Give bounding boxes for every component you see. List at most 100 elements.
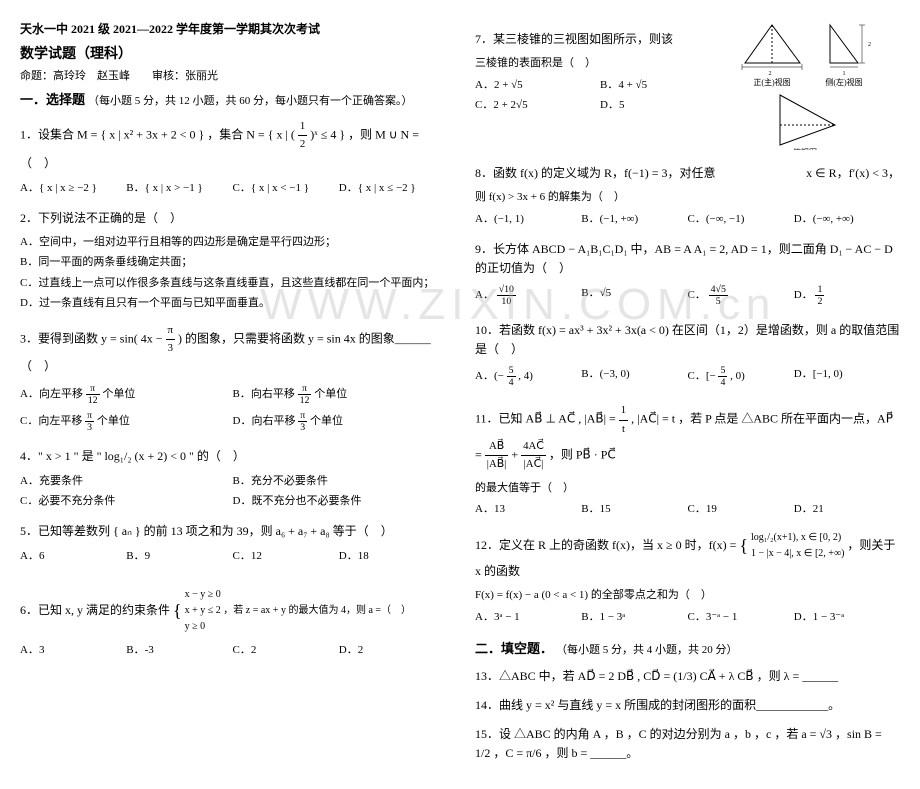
q4-stem: 4．" x > 1 " 是 " log₁/₂ (x + 2) < 0 " 的（ … xyxy=(20,447,445,466)
q7-options: A．2 + √5 B．4 + √5 C．2 + 2√5 D．5 xyxy=(475,76,725,116)
q10-c-frac: 54 xyxy=(718,365,727,388)
q3-d-frac: π3 xyxy=(298,410,307,433)
q1-frac-den: 2 xyxy=(298,136,307,153)
q3-c-pre: C．向左平移 xyxy=(20,415,85,427)
q5-opt-b: B．9 xyxy=(126,547,232,563)
q11-stem2: 的最大值等于（ ） xyxy=(475,480,900,497)
subject-title: 数学试题（理科） xyxy=(20,43,445,63)
q11-f1-den: t xyxy=(619,421,628,438)
q11-opt-d: D．21 xyxy=(794,500,900,516)
q11-stem: 11．已知 AB⃗ ⊥ AC⃗ , |AB⃗| = 1t , |AC⃗| = t… xyxy=(475,402,900,473)
q1-opt-c: C．{ x | x < −1 } xyxy=(233,179,339,195)
q12-stem2: F(x) = f(x) − a (0 < a < 1) 的全部零点之和为（ ） xyxy=(475,587,900,604)
q9-d-pre: D． xyxy=(794,289,813,301)
q3-d-post: 个单位 xyxy=(310,415,343,427)
q7-opt-a: A．2 + √5 xyxy=(475,76,600,92)
q7-opt-b: B．4 + √5 xyxy=(600,76,725,92)
brace-icon: { xyxy=(173,601,182,621)
q9-a-frac: √1010 xyxy=(497,284,516,307)
q3-c-frac: π3 xyxy=(85,410,94,433)
q8-opt-d: D．(−∞, +∞) xyxy=(794,210,900,226)
q10-opt-a: A．(− 54 , 4) xyxy=(475,365,581,388)
q3-opt-d: D．向右平移 π3 个单位 xyxy=(233,410,446,433)
q5-opt-a: A．6 xyxy=(20,547,126,563)
school-header: 天水一中 2021 级 2021—2022 学年度第一学期其次次考试 xyxy=(20,20,445,37)
q10-opt-d: D．[−1, 0) xyxy=(794,365,900,388)
q3-c-post: 个单位 xyxy=(97,415,130,427)
q10-c-num: 5 xyxy=(718,365,727,377)
q3-a-den: 12 xyxy=(86,395,100,406)
q8-opt-c: C．(−∞, −1) xyxy=(688,210,794,226)
q2-c: C．过直线上一点可以作很多条直线与这条直线垂直，且这些直线都在同一个平面内； xyxy=(20,275,445,292)
three-view-diagram: 2 正(主)视图 2 1 侧(左)视图 xyxy=(740,20,900,150)
q10-c-pre: C．[− xyxy=(688,370,716,382)
q9-d-den: 2 xyxy=(815,296,824,307)
q9-c-pre: C． xyxy=(688,289,706,301)
q12-stem: 12．定义在 R 上的奇函数 f(x)，当 x ≥ 0 时，f(x) = { l… xyxy=(475,530,900,581)
q1-frac-num: 1 xyxy=(298,118,307,136)
q3-b-post: 个单位 xyxy=(314,388,347,400)
right-column: 2 正(主)视图 2 1 侧(左)视图 xyxy=(475,20,900,769)
q10-a-num: 5 xyxy=(507,365,516,377)
q11-tail: ，则 PB⃗ · PC⃗ xyxy=(549,447,616,461)
q3-d-pre: D．向右平移 xyxy=(233,415,299,427)
q6-opt-c: C．2 xyxy=(233,641,339,657)
q6-c1: x − y ≥ 0 xyxy=(185,587,411,603)
q12-opt-d: D．1 − 3⁻ᵃ xyxy=(794,608,900,624)
q9-opt-a: A． √1010 xyxy=(475,284,581,307)
q15-stem: 15．设 △ABC 的内角 A ，B ，C 的对边分别为 a ，b ，c ，若 … xyxy=(475,725,900,763)
q3-b-num: π xyxy=(298,383,312,395)
q12-opt-b: B．1 − 3ᵃ xyxy=(581,608,687,624)
q3-a-post: 个单位 xyxy=(102,388,135,400)
q3-frac-den: 3 xyxy=(166,340,175,357)
q10-a-frac: 54 xyxy=(507,365,516,388)
q3-c-den: 3 xyxy=(85,422,94,433)
q9-a-den: 10 xyxy=(497,296,516,307)
q9-a-pre: A． xyxy=(475,289,494,301)
q3-stem: 3．要得到函数 y = sin( 4x − π3 ) 的图象，只需要将函数 y … xyxy=(20,322,445,377)
q5-options: A．6 B．9 C．12 D．18 xyxy=(20,547,445,567)
q9-c-frac: 4√55 xyxy=(709,284,728,307)
q6-options: A．3 B．-3 C．2 D．2 xyxy=(20,641,445,661)
q3-options: A．向左平移 π12 个单位 B．向右平移 π12 个单位 C．向左平移 π3 … xyxy=(20,383,445,437)
q5-stem: 5．已知等差数列 { aₙ } 的前 13 项之和为 39，则 a₆ + a₇ … xyxy=(20,522,445,541)
q8-options: A．(−1, 1) B．(−1, +∞) C．(−∞, −1) D．(−∞, +… xyxy=(475,210,900,230)
q7-diagram: 2 正(主)视图 2 1 侧(左)视图 xyxy=(740,20,900,154)
left-column: 天水一中 2021 级 2021—2022 学年度第一学期其次次考试 数学试题（… xyxy=(20,20,445,769)
q1-frac: 12 xyxy=(298,118,307,154)
q12-opt-a: A．3ᵃ − 1 xyxy=(475,608,581,624)
q11-frac2: AB⃗|AB⃗| xyxy=(485,438,509,474)
q11-f3-num: 4AC⃗ xyxy=(521,438,546,456)
q2-d: D．过一条直线有且只有一个平面与已知平面垂直。 xyxy=(20,295,445,312)
authors-line: 命题：高玲玲 赵玉峰 审核：张丽光 xyxy=(20,67,445,83)
q5-opt-c: C．12 xyxy=(233,547,339,563)
q8-stem1: 8．函数 f(x) 的定义域为 R，f(−1) = 3，对任意 xyxy=(475,166,716,180)
q4-opt-d: D．既不充分也不必要条件 xyxy=(233,492,446,508)
q7-opt-d: D．5 xyxy=(600,96,725,112)
q3-b-pre: B．向右平移 xyxy=(233,388,298,400)
q3-opt-c: C．向左平移 π3 个单位 xyxy=(20,410,233,433)
q3-d-num: π xyxy=(298,410,307,422)
q12-pre: 12．定义在 R 上的奇函数 f(x)，当 x ≥ 0 时，f(x) = xyxy=(475,538,739,552)
q9-stem: 9．长方体 ABCD − A₁B₁C₁D₁ 中，AB = A A₁ = 2, A… xyxy=(475,240,900,278)
q6-constraints: x − y ≥ 0 x + y ≤ 2 ，若 z = ax + y 的最大值为 … xyxy=(185,587,411,635)
q9-d-num: 1 xyxy=(815,284,824,296)
q1-opt-b: B．{ x | x > −1 } xyxy=(126,179,232,195)
q1-opt-a: A．{ x | x ≥ −2 } xyxy=(20,179,126,195)
q13-stem: 13．△ABC 中，若 AD⃗ = 2 DB⃗ , CD⃗ = (1/3) CA… xyxy=(475,667,900,686)
q9-d-frac: 12 xyxy=(815,284,824,307)
q3-frac: π3 xyxy=(166,322,175,358)
q11-opt-b: B．15 xyxy=(581,500,687,516)
side-view: 2 1 xyxy=(830,25,871,77)
q8-opt-a: A．(−1, 1) xyxy=(475,210,581,226)
q9-c-den: 5 xyxy=(709,296,728,307)
q9-opt-c: C． 4√55 xyxy=(688,284,794,307)
top-view xyxy=(780,95,835,145)
q6-stem: 6．已知 x, y 满足的约束条件 { x − y ≥ 0 x + y ≤ 2 … xyxy=(20,587,445,635)
brace-icon: { xyxy=(739,536,748,556)
q10-stem: 10．若函数 f(x) = ax³ + 3x² + 3x(a < 0) 在区间（… xyxy=(475,321,900,359)
q4-opt-c: C．必要不充分条件 xyxy=(20,492,233,508)
q10-opt-c: C．[− 54 , 0) xyxy=(688,365,794,388)
q3-frac-num: π xyxy=(166,322,175,340)
q3-a-pre: A．向左平移 xyxy=(20,388,86,400)
